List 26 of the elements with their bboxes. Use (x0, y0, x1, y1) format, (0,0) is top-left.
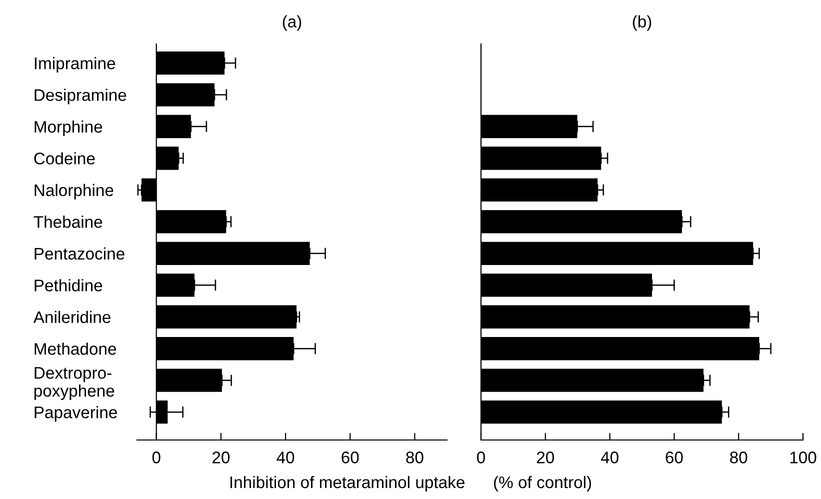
x-tick-label: 80 (406, 452, 424, 464)
x-tick-label: 0 (477, 452, 485, 464)
chart-title: (b) (632, 15, 652, 31)
y-tick-label: Methadone (34, 342, 116, 355)
y-tick-label: Imipramine (34, 57, 116, 73)
x-tick-label: 0 (152, 452, 160, 464)
y-tick-label: Papaverine (34, 406, 117, 422)
x-tick-label: 20 (536, 452, 554, 464)
y-tick-label: Desipramine (34, 88, 126, 104)
y-tick-label: Anileridine (33, 310, 110, 324)
y-tick-label: Morphine (34, 120, 102, 136)
y-tick-label: Thebaine (34, 216, 102, 228)
y-tick-label: Pentazocine (34, 247, 124, 260)
x-tick-label: 80 (730, 452, 748, 464)
x-tick-label: 40 (600, 452, 618, 464)
y-tick-label: Codeine (34, 152, 95, 164)
x-tick-label: 60 (342, 452, 359, 464)
x-tick-label: 60 (666, 452, 683, 464)
x-tick-label: 40 (276, 452, 294, 464)
x-tick-label: 100 (790, 452, 816, 464)
y-tick-label: Dextropro- poxyphene (34, 367, 114, 400)
x-tick-label: 20 (212, 452, 230, 464)
x-axis-title: Inhibition of metaraminol uptake (% of control) (230, 476, 592, 492)
y-tick-label: Pethidine (34, 279, 102, 292)
y-tick-label: Nalorphine (34, 184, 114, 200)
chart-title: (a) (282, 15, 302, 31)
